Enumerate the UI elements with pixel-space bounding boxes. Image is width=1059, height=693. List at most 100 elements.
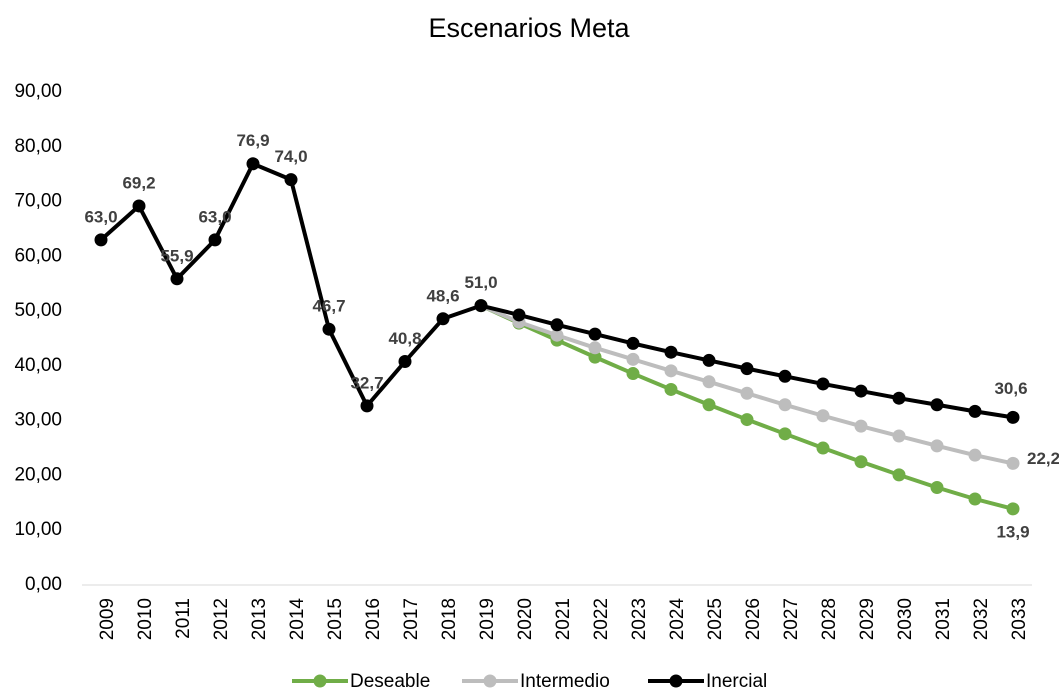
marker	[930, 480, 944, 494]
marker	[816, 441, 830, 455]
data-label: 74,0	[274, 147, 307, 166]
y-tick-label: 20,00	[14, 464, 62, 485]
legend-marker	[669, 674, 683, 688]
marker	[816, 377, 830, 391]
x-tick-label: 2019	[477, 598, 498, 640]
marker	[816, 409, 830, 423]
x-tick-label: 2025	[705, 598, 726, 640]
marker	[550, 318, 564, 332]
y-tick-label: 30,00	[14, 410, 62, 431]
marker	[208, 233, 222, 247]
marker	[170, 272, 184, 286]
x-tick-label: 2031	[933, 598, 954, 640]
y-tick-label: 10,00	[14, 519, 62, 540]
y-tick-label: 40,00	[14, 355, 62, 376]
marker	[284, 173, 298, 187]
marker	[968, 448, 982, 462]
legend-marker	[483, 674, 497, 688]
legend-label: Deseable	[350, 671, 430, 692]
x-tick-label: 2022	[591, 598, 612, 640]
marker	[1006, 410, 1020, 424]
chart-title: Escenarios Meta	[428, 13, 630, 43]
marker	[512, 308, 526, 322]
data-label: 76,9	[236, 131, 269, 150]
data-label: 32,7	[350, 373, 383, 392]
data-label: 63,0	[84, 207, 117, 226]
x-tick-label: 2017	[401, 598, 422, 640]
x-tick-label: 2024	[667, 598, 688, 641]
marker	[626, 352, 640, 366]
data-label: 40,8	[388, 329, 421, 348]
marker	[436, 312, 450, 326]
marker	[740, 386, 754, 400]
x-tick-label: 2015	[325, 598, 346, 640]
x-tick-label: 2027	[781, 598, 802, 640]
marker	[664, 345, 678, 359]
marker	[702, 398, 716, 412]
marker	[702, 375, 716, 389]
legend-label: Intermedio	[520, 671, 610, 692]
marker	[740, 362, 754, 376]
marker	[968, 404, 982, 418]
x-tick-label: 2010	[135, 598, 156, 640]
marker	[892, 468, 906, 482]
marker	[778, 427, 792, 441]
x-tick-label: 2026	[743, 598, 764, 640]
legend-marker	[313, 674, 327, 688]
marker	[588, 327, 602, 341]
x-tick-label: 2029	[857, 598, 878, 640]
legend-label: Inercial	[706, 671, 767, 692]
x-tick-label: 2021	[553, 598, 574, 640]
y-tick-label: 90,00	[14, 81, 62, 102]
data-label: 46,7	[312, 297, 345, 316]
marker	[968, 492, 982, 506]
y-tick-label: 50,00	[14, 300, 62, 321]
y-tick-label: 0,00	[25, 574, 62, 595]
x-tick-label: 2014	[287, 598, 308, 641]
data-label: 13,9	[996, 522, 1029, 541]
x-tick-label: 2016	[363, 598, 384, 640]
marker	[360, 399, 374, 413]
marker	[930, 398, 944, 412]
marker	[1006, 502, 1020, 516]
marker	[474, 299, 488, 313]
marker	[246, 157, 260, 171]
data-label: 22,2	[1027, 449, 1059, 468]
x-tick-label: 2012	[211, 598, 232, 640]
x-tick-label: 2009	[97, 598, 118, 640]
marker	[398, 355, 412, 369]
data-label: 30,6	[994, 379, 1027, 398]
marker	[930, 439, 944, 453]
marker	[892, 429, 906, 443]
x-tick-label: 2011	[173, 598, 194, 639]
data-label: 51,0	[464, 273, 497, 292]
data-label: 63,0	[198, 207, 231, 226]
x-tick-label: 2030	[895, 598, 916, 640]
data-label: 55,9	[160, 246, 193, 265]
data-label: 48,6	[426, 286, 459, 305]
marker	[854, 384, 868, 398]
marker	[626, 367, 640, 381]
marker	[664, 382, 678, 396]
marker	[550, 328, 564, 342]
x-tick-label: 2032	[971, 598, 992, 640]
x-tick-label: 2023	[629, 598, 650, 640]
marker	[854, 455, 868, 469]
series-line	[99, 161, 1014, 420]
marker	[740, 413, 754, 427]
marker	[588, 341, 602, 355]
marker	[322, 322, 336, 336]
marker	[892, 391, 906, 405]
marker	[702, 353, 716, 367]
marker	[588, 350, 602, 364]
y-tick-label: 60,00	[14, 245, 62, 266]
data-label: 69,2	[122, 173, 155, 192]
x-tick-label: 2020	[515, 598, 536, 640]
marker	[778, 369, 792, 383]
marker	[664, 364, 678, 378]
marker	[778, 398, 792, 412]
y-tick-label: 70,00	[14, 191, 62, 212]
marker	[1006, 456, 1020, 470]
x-tick-label: 2033	[1009, 598, 1030, 640]
